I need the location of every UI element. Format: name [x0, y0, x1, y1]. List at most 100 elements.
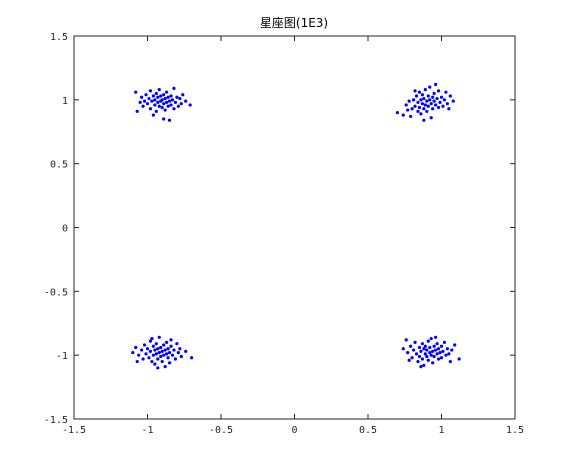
data-point [417, 105, 422, 110]
data-point [442, 340, 447, 344]
data-point [162, 353, 166, 357]
data-point [409, 114, 413, 119]
data-point [444, 90, 448, 94]
data-point [163, 365, 167, 369]
data-point [153, 348, 157, 352]
data-point [425, 99, 429, 103]
data-point [148, 89, 153, 93]
data-point [409, 344, 413, 348]
x-tick-label: -1.5 [62, 425, 86, 436]
data-point [442, 98, 447, 102]
data-point [404, 103, 408, 107]
data-point [419, 112, 423, 116]
data-point [150, 99, 154, 103]
data-point [160, 359, 164, 364]
data-point [406, 351, 410, 355]
data-point [167, 361, 172, 365]
y-tick-label: -1 [56, 351, 68, 362]
data-point [401, 347, 405, 351]
data-point [434, 103, 438, 107]
x-tick-label: -0.5 [209, 425, 233, 436]
data-point [438, 100, 442, 104]
y-tick-label: 1.5 [50, 32, 68, 43]
x-tick-label: 1 [438, 425, 444, 436]
data-point [184, 349, 188, 353]
data-point [423, 352, 427, 356]
data-point [148, 349, 153, 353]
data-point [166, 104, 170, 108]
data-point [167, 351, 172, 355]
data-point [172, 107, 176, 111]
data-point [141, 104, 145, 108]
data-point [445, 347, 449, 351]
data-point [160, 105, 164, 110]
data-point [448, 359, 452, 364]
data-point [428, 98, 432, 102]
data-point [154, 342, 158, 346]
data-point [431, 349, 435, 353]
data-point [153, 103, 157, 107]
data-point [425, 348, 429, 352]
data-point [411, 348, 416, 352]
data-point [162, 343, 166, 347]
data-point [148, 339, 153, 343]
data-point [165, 340, 169, 344]
data-point [169, 338, 173, 342]
data-point [429, 353, 433, 357]
data-point [151, 94, 155, 98]
data-point [414, 94, 419, 98]
data-point [178, 96, 182, 101]
data-point [404, 338, 408, 342]
data-point [407, 358, 411, 362]
data-point [165, 90, 169, 94]
data-point [422, 96, 426, 101]
data-point [417, 90, 422, 94]
data-point [170, 98, 175, 102]
data-point [154, 91, 158, 96]
data-point [156, 100, 160, 104]
data-point [436, 105, 441, 110]
data-point [138, 100, 142, 104]
data-point [179, 102, 183, 106]
data-point [436, 89, 441, 93]
data-point [435, 342, 439, 346]
data-point [150, 336, 154, 341]
data-point [419, 365, 423, 369]
x-tick-label: 0.5 [359, 425, 377, 436]
data-point [157, 335, 161, 339]
data-point [172, 86, 176, 90]
axis-ticks: -1.5 -1 -0.5 0 0.5 1 1.5 -1.5 -1 -0.5 0 0.5 1 1.5 [44, 32, 524, 436]
data-point [416, 359, 420, 364]
data-point [140, 95, 144, 99]
data-point [434, 335, 438, 339]
data-point [159, 345, 163, 350]
data-point [416, 100, 420, 104]
x-tick-label: 0 [291, 425, 297, 436]
data-point [157, 104, 161, 108]
data-point [445, 102, 449, 106]
y-tick-label: 0.5 [50, 160, 68, 171]
data-point [141, 357, 145, 361]
data-point [420, 102, 424, 106]
data-point [426, 104, 430, 108]
data-point [432, 344, 436, 348]
data-point [147, 356, 151, 360]
data-point [142, 343, 147, 347]
data-point [435, 352, 439, 356]
data-point [144, 352, 148, 356]
data-point [414, 352, 419, 356]
data-point [145, 347, 150, 351]
data-point [163, 108, 167, 112]
data-point [148, 107, 153, 111]
data-point [444, 353, 448, 357]
data-point [166, 356, 170, 360]
data-point [162, 102, 166, 106]
data-point [448, 94, 452, 98]
data-point [159, 354, 163, 359]
plot-area [73, 35, 516, 420]
data-point [165, 100, 169, 104]
data-point [411, 98, 416, 102]
data-points [131, 82, 461, 370]
data-point [162, 117, 166, 121]
data-point [439, 344, 444, 348]
